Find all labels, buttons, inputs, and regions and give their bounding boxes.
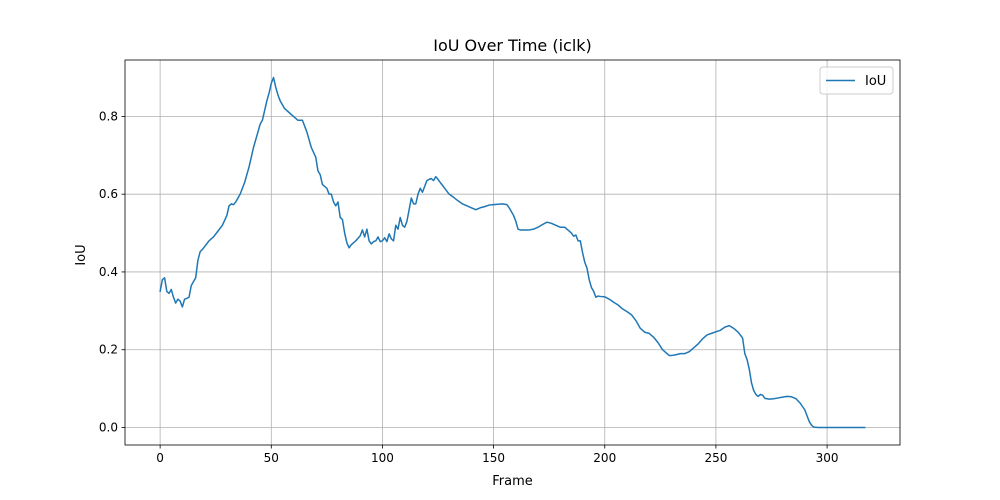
x-tick-label: 250 [704,451,727,465]
plot-frame [124,59,901,446]
grid [125,60,900,445]
x-tick-label: 300 [816,451,839,465]
x-tick-label: 150 [482,451,505,465]
x-tick-label: 100 [371,451,394,465]
legend-label-iou: IoU [865,74,886,89]
x-tick-label: 50 [264,451,279,465]
x-tick-label: 200 [593,451,616,465]
y-tick-label: 0.0 [99,421,118,435]
series-line-iou [159,76,866,429]
axis-ticks: 0 50 100 150 200 250 300 0.0 0.2 0.4 0.6 0.8 [99,109,839,465]
y-axis-label: IoU [74,244,89,265]
y-tick-label: 0.8 [99,109,118,123]
legend-box [819,66,894,95]
y-tick-label: 0.2 [99,343,118,357]
plot-area [125,60,900,445]
y-tick-label: 0.6 [99,187,118,201]
legend: IoU [819,66,894,95]
x-tick-label: 0 [156,451,164,465]
chart-title: IoU Over Time (iclk) [433,36,592,55]
y-tick-label: 0.4 [99,265,118,279]
x-axis-label: Frame [492,474,533,489]
